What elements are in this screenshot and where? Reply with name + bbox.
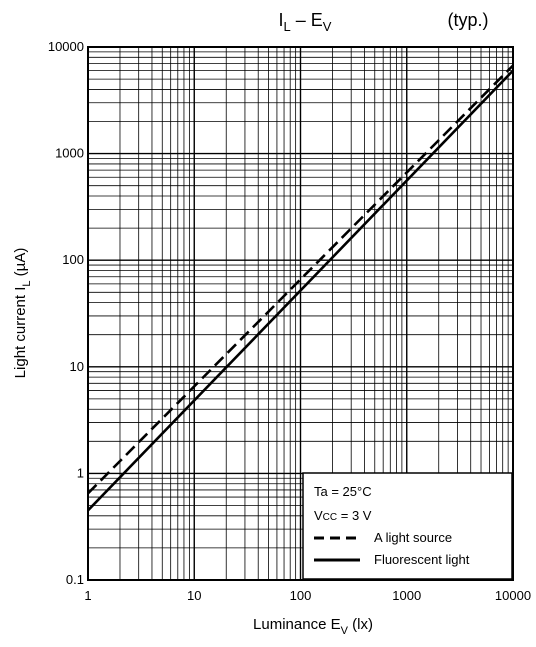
title-dash: – E [291,10,323,30]
series-group [87,64,514,512]
legend: Ta = 25°C VCC = 3 V A light source Fluor… [302,472,513,580]
title-main-sub: L [284,19,291,34]
x-label-unit: (lx) [348,616,373,633]
legend-condition-vcc: VCC = 3 V [314,508,372,523]
y-label-unit: (µA) [12,248,29,281]
legend-condition-ta: Ta = 25°C [314,484,372,499]
y-tick-labels: 0.1 1 10 100 1000 10000 [48,39,84,587]
plot-frame [87,46,514,581]
y-tick-label: 0.1 [66,572,84,587]
title-main: I [279,10,284,30]
x-tick-label: 100 [290,588,312,603]
chart-title: IL – EV [279,10,332,34]
x-tick-label: 10000 [495,588,531,603]
y-tick-label: 10000 [48,39,84,54]
vcc-rest: = 3 V [337,508,372,523]
legend-label-fluorescent-light: Fluorescent light [374,552,470,567]
x-label-sub: V [341,625,349,637]
y-tick-label: 10 [70,359,84,374]
y-tick-label: 1000 [55,146,84,161]
series-line-fluorescent-light [87,69,514,512]
x-tick-labels: 1 10 100 1000 10000 [84,588,531,603]
y-tick-label: 100 [62,252,84,267]
y-axis-label: Light current IL (µA) [12,248,33,379]
legend-label-a-light-source: A light source [374,530,452,545]
y-tick-label: 1 [77,465,84,480]
x-label-main: Luminance E [253,616,341,633]
x-tick-label: 1 [84,588,91,603]
y-label-main: Light current I [12,287,29,379]
x-tick-label: 10 [187,588,201,603]
y-label-sub: L [21,280,33,286]
vcc-main: V [314,508,323,523]
typical-note: (typ.) [447,10,488,30]
x-tick-label: 1000 [392,588,421,603]
series-line-a-light-source [87,64,514,495]
x-axis-label: Luminance EV (lx) [253,616,373,637]
vcc-sub: CC [323,512,337,523]
title-dash-sub: V [323,19,332,34]
